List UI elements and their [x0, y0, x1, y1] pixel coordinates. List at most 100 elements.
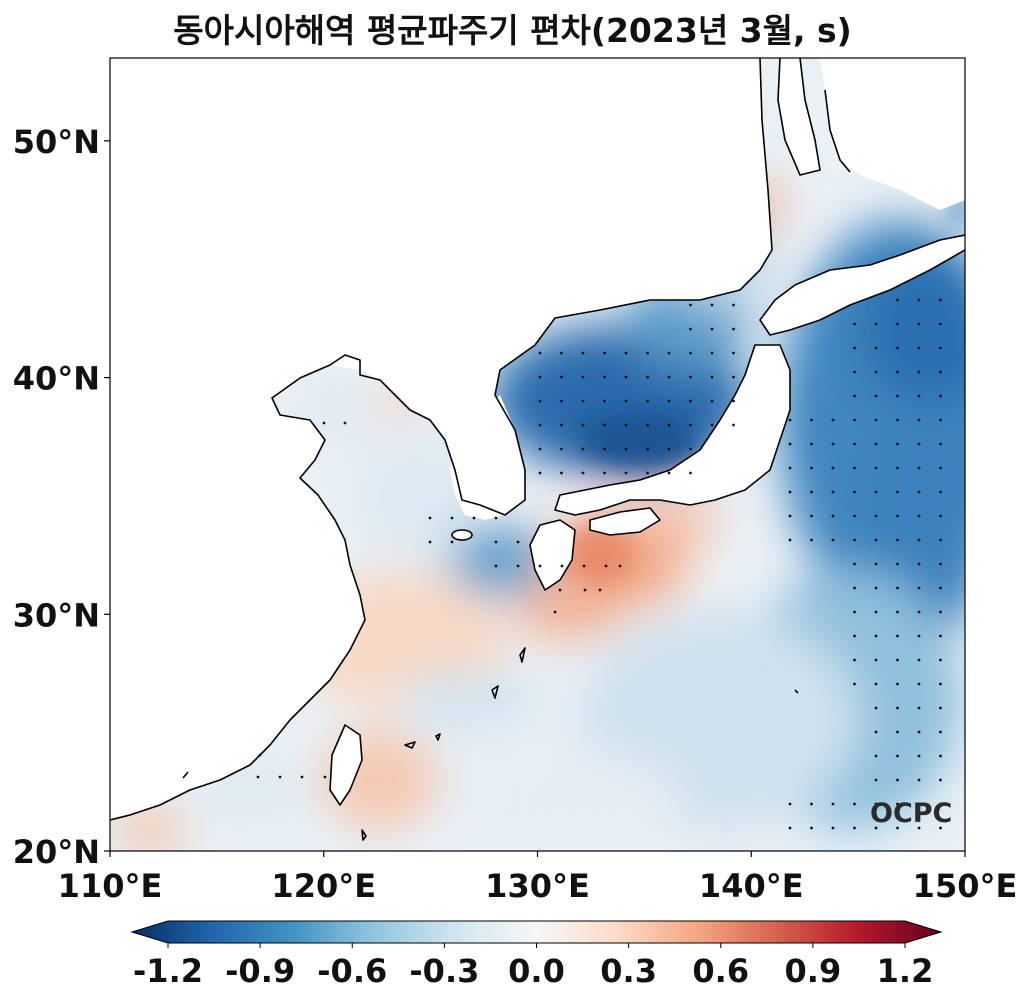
significance-dot	[689, 351, 692, 355]
significance-dot	[917, 658, 921, 662]
significance-dot	[939, 418, 942, 422]
significance-dot	[788, 538, 792, 542]
x-tick-label: 130°E	[485, 867, 590, 905]
significance-dot	[810, 490, 813, 494]
significance-dot	[874, 394, 878, 398]
significance-dot	[831, 442, 835, 446]
significance-dot	[689, 399, 692, 403]
plot-area	[110, 58, 965, 851]
significance-dot	[874, 538, 878, 542]
significance-dot	[624, 471, 628, 475]
map-title: 동아시아해역 평균파주기 편차(2023년 3월, s)	[173, 11, 852, 50]
significance-dot	[917, 442, 921, 446]
significance-dot	[646, 399, 649, 403]
significance-dot	[939, 802, 942, 806]
significance-dot	[939, 514, 942, 518]
significance-dot	[732, 399, 735, 403]
significance-dot	[810, 802, 813, 806]
significance-dot	[581, 375, 585, 379]
significance-dot	[560, 351, 563, 355]
significance-dot	[917, 490, 921, 494]
significance-dot	[917, 610, 921, 614]
significance-dot	[732, 375, 735, 379]
significance-dot	[874, 682, 878, 686]
significance-dot	[689, 423, 692, 427]
significance-dot	[853, 514, 856, 518]
significance-dot	[896, 562, 899, 566]
significance-dot	[810, 442, 813, 446]
significance-dot	[917, 826, 921, 830]
y-tick-label: 30°N	[13, 596, 100, 634]
significance-dot	[896, 754, 899, 758]
significance-dot	[581, 447, 585, 451]
significance-dot	[810, 466, 813, 470]
significance-dot	[853, 610, 856, 614]
significance-dot	[667, 471, 671, 475]
significance-dot	[917, 730, 921, 734]
significance-dot	[831, 514, 835, 518]
significance-dot	[560, 447, 563, 451]
significance-dot	[939, 466, 942, 470]
significance-dot	[917, 466, 921, 470]
significance-dot	[624, 399, 628, 403]
significance-dot	[646, 471, 649, 475]
x-axis: 110°E 120°E 130°E 140°E 150°E	[58, 851, 1017, 905]
logo-text: OCPC	[870, 798, 952, 829]
significance-dot	[853, 826, 856, 830]
significance-dot	[516, 540, 520, 544]
significance-dot	[603, 375, 606, 379]
significance-dot	[939, 562, 942, 566]
significance-dot	[582, 564, 586, 568]
significance-dot	[853, 346, 856, 350]
significance-dot	[874, 610, 878, 614]
significance-dot	[428, 540, 432, 544]
significance-dot	[494, 564, 498, 568]
significance-dot	[874, 778, 878, 782]
significance-dot	[939, 610, 942, 614]
colorbar-tick-label: 0.9	[785, 952, 842, 990]
significance-dot	[560, 471, 563, 475]
land-mask	[110, 58, 965, 820]
significance-dot	[560, 375, 563, 379]
significance-dot	[874, 346, 878, 350]
significance-dot	[788, 490, 792, 494]
significance-dot	[874, 802, 878, 806]
significance-dot	[667, 351, 671, 355]
significance-dot	[896, 418, 899, 422]
significance-dot	[874, 634, 878, 638]
significance-dot	[896, 802, 899, 806]
significance-dot	[581, 471, 585, 475]
significance-dot	[853, 322, 856, 326]
significance-dot	[788, 514, 792, 518]
significance-dot	[810, 514, 813, 518]
significance-dot	[560, 399, 563, 403]
significance-dot	[939, 394, 942, 398]
significance-dot	[538, 423, 542, 427]
significance-dot	[939, 370, 942, 374]
significance-dot	[853, 394, 856, 398]
significance-dot	[896, 322, 899, 326]
significance-dot	[896, 514, 899, 518]
significance-dot	[917, 370, 921, 374]
significance-dot	[667, 375, 671, 379]
significance-dot	[450, 540, 454, 544]
significance-dot	[939, 778, 942, 782]
significance-dot	[896, 682, 899, 686]
significance-dot	[939, 706, 942, 710]
significance-dot	[710, 351, 714, 355]
significance-dot	[896, 538, 899, 542]
significance-dot	[689, 375, 692, 379]
x-tick-label: 140°E	[699, 867, 804, 905]
significance-dot	[560, 423, 563, 427]
significance-dot	[494, 540, 498, 544]
significance-dot	[896, 730, 899, 734]
significance-dot	[538, 351, 542, 355]
significance-dot	[874, 562, 878, 566]
significance-dot	[538, 564, 542, 568]
significance-dot	[939, 490, 942, 494]
significance-dot	[939, 322, 942, 326]
significance-dot	[603, 471, 606, 475]
significance-dot	[939, 442, 942, 446]
significance-dot	[428, 516, 432, 520]
y-tick-label: 40°N	[13, 360, 100, 398]
